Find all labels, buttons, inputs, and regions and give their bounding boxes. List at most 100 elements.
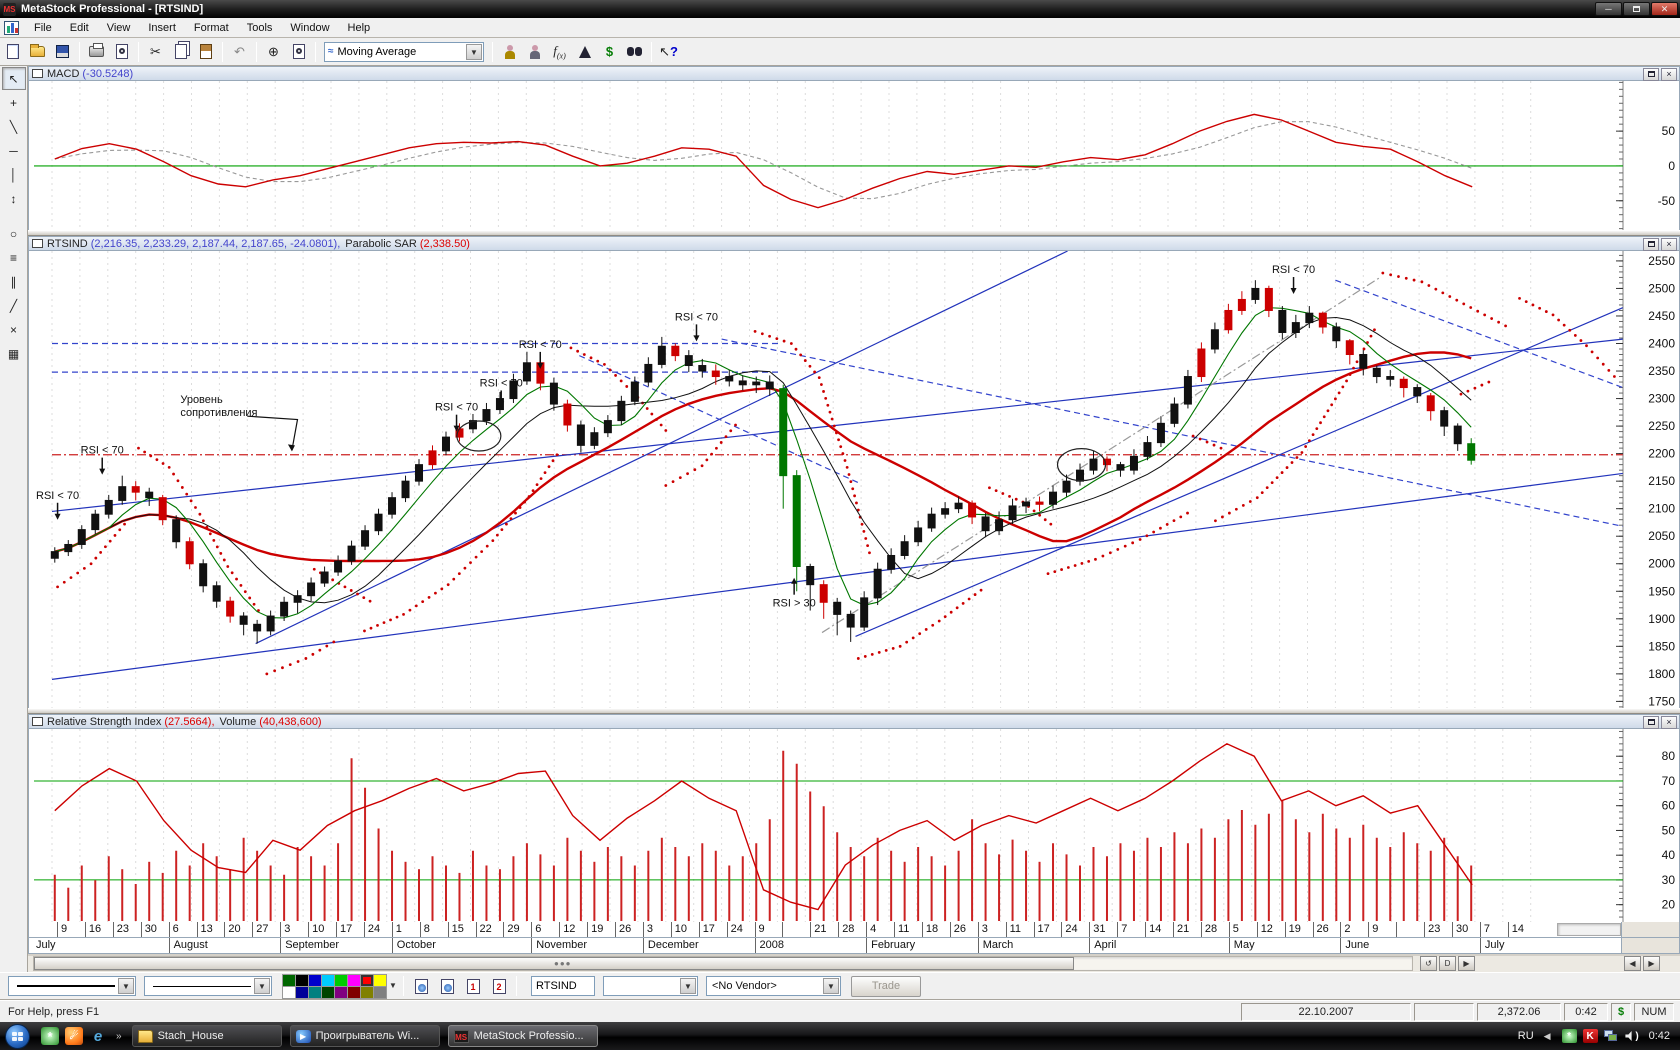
panel-collapse-box[interactable] bbox=[32, 717, 43, 726]
tray-chevron-icon[interactable]: ◀ bbox=[1543, 1030, 1551, 1041]
menu-help[interactable]: Help bbox=[347, 21, 371, 34]
expert-commentary-button[interactable] bbox=[523, 41, 546, 63]
copy-button[interactable] bbox=[169, 41, 192, 63]
symbol-input[interactable] bbox=[531, 976, 595, 996]
maximize-button[interactable] bbox=[1623, 2, 1650, 16]
paste-button[interactable] bbox=[194, 41, 217, 63]
text-tool[interactable]: × bbox=[9, 322, 17, 337]
open-button[interactable] bbox=[26, 41, 49, 63]
expert-advisor-button[interactable] bbox=[498, 41, 521, 63]
grid-tool[interactable]: ▦ bbox=[7, 346, 20, 361]
macd-panel-header[interactable]: MACD (-30.5248) × bbox=[28, 66, 1680, 81]
panel-close-button[interactable]: × bbox=[1661, 68, 1677, 81]
panel-close-button[interactable]: × bbox=[1661, 716, 1677, 729]
color-swatch[interactable] bbox=[309, 974, 321, 986]
color-swatch[interactable] bbox=[283, 974, 295, 986]
kaspersky-tray-icon[interactable]: K bbox=[1582, 1029, 1598, 1043]
language-indicator[interactable]: RU bbox=[1517, 1030, 1534, 1042]
price-panel-header[interactable]: RTSIND (2,216.35, 2,233.29, 2,187.44, 2,… bbox=[28, 236, 1680, 251]
rsi-plot[interactable]: 80 70 60 50 40 30 20 bbox=[28, 729, 1680, 922]
trade-button[interactable]: Trade bbox=[851, 975, 921, 997]
context-help-button[interactable]: ↖? bbox=[657, 41, 680, 63]
color-swatch[interactable] bbox=[361, 974, 373, 986]
save-button[interactable] bbox=[51, 41, 74, 63]
undo-button[interactable]: ↶ bbox=[228, 41, 251, 63]
start-button[interactable] bbox=[5, 1023, 30, 1049]
scroll-right-button[interactable]: ▶ bbox=[1458, 956, 1475, 971]
period-dropdown[interactable]: ▼ bbox=[603, 976, 698, 996]
layout-2-button[interactable]: 2 bbox=[487, 975, 511, 997]
line-style-dropdown[interactable]: ▼ bbox=[8, 976, 136, 996]
layout-1-button[interactable]: 1 bbox=[461, 975, 485, 997]
task-button[interactable]: Stach_House bbox=[131, 1025, 282, 1047]
scrollbar-thumb[interactable]: ●●● bbox=[34, 957, 1074, 970]
indicator-builder-button[interactable]: f(x) bbox=[548, 41, 571, 63]
color-swatch[interactable] bbox=[335, 986, 347, 998]
panel-close-button[interactable]: × bbox=[1661, 238, 1677, 251]
downloader-button[interactable]: $ bbox=[598, 41, 621, 63]
macd-plot[interactable]: 50 0 -50 bbox=[28, 81, 1680, 230]
layout-online-button-2[interactable] bbox=[435, 975, 459, 997]
pointer-tool[interactable]: ↖ bbox=[1, 67, 26, 90]
color-swatch[interactable] bbox=[374, 974, 386, 986]
icq-quicklaunch-icon[interactable]: * bbox=[41, 1027, 59, 1045]
color-swatch[interactable] bbox=[283, 986, 295, 998]
crosshair-button[interactable]: ⊕ bbox=[262, 41, 285, 63]
color-swatch[interactable] bbox=[322, 974, 334, 986]
panel-collapse-box[interactable] bbox=[32, 239, 43, 248]
cycle-lines-tool[interactable]: ↕ bbox=[10, 191, 17, 206]
quicklaunch-chevron-icon[interactable]: » bbox=[116, 1030, 122, 1042]
color-swatch[interactable] bbox=[322, 986, 334, 998]
crosshair-tool[interactable]: + bbox=[9, 95, 17, 110]
trendline-tool[interactable]: ╲ bbox=[9, 119, 18, 134]
panel-restore-button[interactable] bbox=[1643, 716, 1659, 729]
price-plot[interactable]: 2550 2500 2450 2400 2350 2300 2250 2200 2150 2100… bbox=[28, 251, 1680, 708]
panel-splitter[interactable] bbox=[28, 230, 1680, 236]
network-tray-icon[interactable] bbox=[1603, 1029, 1619, 1043]
taskbar-clock[interactable]: 0:42 bbox=[1648, 1030, 1670, 1042]
panel-restore-button[interactable] bbox=[1643, 238, 1659, 251]
panel-splitter[interactable] bbox=[28, 708, 1680, 714]
color-swatch[interactable] bbox=[361, 986, 373, 998]
palette-dropdown-arrow[interactable]: ▼ bbox=[389, 981, 397, 990]
color-swatch[interactable] bbox=[348, 986, 360, 998]
firefox-quicklaunch-icon[interactable]: ☄ bbox=[65, 1027, 83, 1045]
vertical-line-tool[interactable]: │ bbox=[9, 167, 18, 182]
menu-edit[interactable]: Edit bbox=[69, 21, 89, 34]
page-right-button[interactable]: ▶ bbox=[1643, 956, 1660, 971]
fibonacci-retracement-tool[interactable]: ≡ bbox=[9, 250, 17, 265]
explorer-button[interactable] bbox=[623, 41, 646, 63]
close-button[interactable]: ✕ bbox=[1651, 2, 1678, 16]
periodicity-button[interactable]: D bbox=[1439, 956, 1456, 971]
color-swatch[interactable] bbox=[348, 974, 360, 986]
page-left-button[interactable]: ◀ bbox=[1624, 956, 1641, 971]
menu-file[interactable]: File bbox=[34, 21, 52, 34]
new-chart-button[interactable] bbox=[1, 41, 24, 63]
color-swatch[interactable] bbox=[335, 974, 347, 986]
system-tester-button[interactable] bbox=[573, 41, 596, 63]
task-button[interactable]: ▶ Проигрыватель Wi... bbox=[289, 1025, 440, 1047]
print-preview-button[interactable] bbox=[110, 41, 133, 63]
menu-insert[interactable]: Insert bbox=[148, 21, 176, 34]
task-button[interactable]: MS MetaStock Professio... bbox=[447, 1025, 598, 1047]
rsi-panel-header[interactable]: Relative Strength Index (27.5664), Volum… bbox=[28, 714, 1680, 729]
minimize-button[interactable]: ─ bbox=[1595, 2, 1622, 16]
panel-restore-button[interactable] bbox=[1643, 68, 1659, 81]
vendor-dropdown[interactable]: <No Vendor> ▼ bbox=[706, 976, 841, 996]
color-swatch[interactable] bbox=[296, 974, 308, 986]
menu-tools[interactable]: Tools bbox=[246, 21, 273, 34]
zoom-preview-button[interactable] bbox=[287, 41, 310, 63]
cut-button[interactable]: ✂ bbox=[144, 41, 167, 63]
horizontal-scrollbar[interactable]: ●●● bbox=[33, 956, 1413, 971]
layout-online-button-1[interactable] bbox=[409, 975, 433, 997]
regression-tool[interactable]: ╱ bbox=[9, 298, 18, 313]
menu-view[interactable]: View bbox=[106, 21, 131, 34]
color-swatch[interactable] bbox=[309, 986, 321, 998]
title-bar[interactable]: MS MetaStock Professional - [RTSIND] ─ ✕ bbox=[0, 0, 1680, 18]
panel-collapse-box[interactable] bbox=[32, 69, 43, 78]
menu-format[interactable]: Format bbox=[193, 21, 229, 34]
indicator-dropdown[interactable]: ≈ Moving Average ▼ bbox=[324, 41, 484, 62]
line-weight-dropdown[interactable]: ▼ bbox=[144, 976, 272, 996]
color-swatch[interactable] bbox=[374, 986, 386, 998]
ellipse-tool[interactable]: ○ bbox=[9, 226, 18, 241]
